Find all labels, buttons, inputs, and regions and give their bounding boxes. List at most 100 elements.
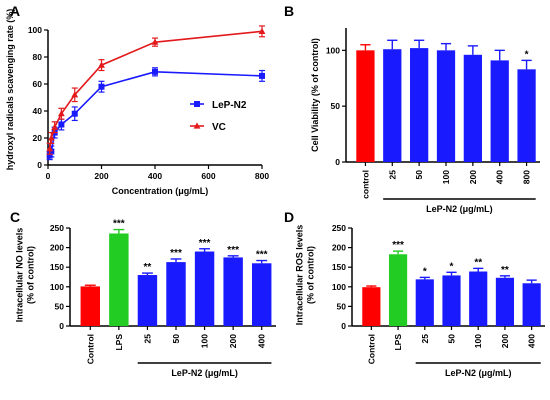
panel-a-y-tick-label: 20 bbox=[33, 133, 43, 143]
panel-c-letter: C bbox=[10, 209, 20, 225]
panel-d-y-tick-label: 250 bbox=[332, 223, 346, 233]
panel-c-bar bbox=[223, 257, 243, 326]
panel-d-bar bbox=[495, 277, 515, 326]
panel-a-x-tick-label: 800 bbox=[255, 171, 269, 181]
panel-d-y-tick-label: 100 bbox=[332, 282, 346, 292]
panel-d-x-tick-label: 400 bbox=[527, 334, 537, 348]
panel-c-significance-mark: *** bbox=[199, 238, 211, 249]
panel-a-data-point bbox=[51, 123, 59, 130]
panel-c-x-tick-label: 200 bbox=[228, 334, 238, 348]
panel-b-x-tick-label: 50 bbox=[414, 170, 424, 180]
panel-d-x-tick-label: LPS bbox=[393, 334, 403, 351]
panel-d-bar bbox=[415, 279, 434, 326]
panel-c-group-label: LeP-N2 (μg/mL) bbox=[171, 368, 238, 378]
panel-b-x-tick-label: 100 bbox=[441, 170, 451, 184]
panel-a-legend-marker bbox=[194, 101, 200, 107]
panel-a-legend-marker bbox=[193, 122, 201, 129]
panel-b-y-tick-label: 100 bbox=[326, 45, 340, 55]
panel-a-x-tick-label: 600 bbox=[201, 171, 215, 181]
panel-d-x-tick-label: Control bbox=[366, 334, 376, 364]
panel-a-y-axis-title-line: hydroxyl radicals scavenging rate (%) bbox=[5, 9, 15, 171]
panel-b-letter: B bbox=[284, 3, 294, 19]
panel-b-x-tick-label: 200 bbox=[468, 170, 478, 184]
panel-d-y-axis-title: Intracellular ROS levels(% of control) bbox=[295, 225, 316, 326]
panel-a-data-point bbox=[46, 152, 53, 159]
panel-a-data-point bbox=[58, 121, 65, 128]
panel-a-data-point bbox=[71, 91, 79, 98]
panel-c-y-tick-label: 200 bbox=[50, 243, 64, 253]
panel-c-x-tick-label: 25 bbox=[142, 334, 152, 344]
panel-d-y-tick-label: 50 bbox=[337, 301, 347, 311]
panel-a-data-point bbox=[98, 61, 105, 68]
panel-a-y-tick-label: 0 bbox=[37, 160, 42, 170]
panel-a-y-tick-label: 100 bbox=[28, 25, 42, 35]
panel-d-bar bbox=[522, 283, 541, 326]
panel-c-significance-mark: *** bbox=[227, 245, 239, 256]
panel-c-y-tick-label: 150 bbox=[50, 262, 64, 272]
panel-c-y-tick-label: 100 bbox=[50, 282, 64, 292]
panel-b: B 0 50 100 control 25 50 100 200 400 * 800 LeP-N2 (μ… bbox=[284, 3, 540, 214]
panel-c-significance-mark: *** bbox=[256, 250, 268, 261]
panel-c-bar bbox=[166, 262, 186, 326]
panel-d-y-tick-label: 0 bbox=[341, 321, 346, 331]
panel-b-x-tick-label: 25 bbox=[387, 170, 397, 180]
panel-a-data-point bbox=[46, 145, 54, 152]
panel-c-y-tick-label: 250 bbox=[50, 223, 64, 233]
panel-c-significance-mark: ** bbox=[144, 262, 152, 273]
panel-b-bar bbox=[490, 60, 509, 163]
panel-a-data-point bbox=[258, 27, 266, 34]
panel-d-y-axis-title-line: Intracellular ROS levels bbox=[295, 225, 305, 326]
panel-c-bar bbox=[194, 251, 215, 326]
panel-a-legend-label: VC bbox=[212, 122, 226, 133]
panel-c-x-tick-label: 50 bbox=[171, 334, 181, 344]
panel-b-x-tick-label: 400 bbox=[495, 170, 505, 184]
panel-a-x-axis-title: Concentration (μg/mL) bbox=[112, 186, 209, 196]
panel-a-data-point bbox=[259, 72, 265, 79]
panel-a-series-line bbox=[48, 30, 263, 149]
panel-a-data-point bbox=[151, 38, 159, 45]
panel-d-bar bbox=[442, 275, 461, 326]
panel-b-y-axis-title: Cell Viability (% of control) bbox=[310, 38, 320, 152]
panel-b-bar bbox=[410, 48, 429, 162]
panel-a-y-tick-label: 80 bbox=[33, 52, 43, 62]
panel-b-bar bbox=[436, 50, 456, 163]
panel-d-significance-mark: ** bbox=[501, 265, 509, 276]
panel-d-significance-mark: * bbox=[423, 266, 427, 277]
panel-c-x-tick-label: 400 bbox=[257, 334, 267, 348]
panel-c-bar bbox=[80, 286, 100, 326]
panel-d-bar bbox=[469, 271, 488, 326]
panel-b-y-tick-label: 0 bbox=[335, 157, 340, 167]
panel-c-bar bbox=[109, 233, 129, 326]
panel-a-data-point bbox=[98, 83, 105, 90]
panel-d-significance-mark: * bbox=[450, 261, 454, 272]
panel-d-x-tick-label: 25 bbox=[420, 334, 430, 344]
panel-b-significance-mark: * bbox=[525, 49, 529, 60]
panel-c-bar bbox=[252, 263, 272, 326]
panel-d-x-tick-label: 50 bbox=[447, 334, 457, 344]
panel-a-data-point bbox=[48, 148, 55, 155]
panel-c-bar bbox=[137, 275, 158, 326]
panel-c-significance-mark: *** bbox=[113, 219, 125, 230]
panel-d-bar bbox=[388, 254, 408, 326]
panel-a: A 0 20 40 60 80 100 0 200 400 600 800 Concentration … bbox=[5, 3, 269, 196]
panel-b-x-tick-label: 800 bbox=[522, 170, 532, 184]
panel-b-x-tick-label: control bbox=[360, 170, 370, 199]
panel-b-y-axis-title-line: Cell Viability (% of control) bbox=[310, 38, 320, 152]
panel-c-significance-mark: *** bbox=[170, 248, 182, 259]
panel-c-y-axis-title: Intracellular NO levels(% of control) bbox=[15, 228, 36, 323]
panel-a-y-axis-title: hydroxyl radicals scavenging rate (%) bbox=[5, 9, 15, 171]
panel-b-y-tick-label: 50 bbox=[331, 101, 341, 111]
panel-a-x-tick-label: 200 bbox=[94, 171, 108, 181]
panel-c-x-tick-label: Control bbox=[85, 334, 95, 364]
panel-a-data-point bbox=[152, 68, 158, 75]
panel-b-bar bbox=[517, 69, 536, 162]
panel-c-y-axis-title-line: (% of control) bbox=[26, 246, 36, 304]
panel-d-x-tick-label: 200 bbox=[500, 334, 510, 348]
panel-a-legend-label: LeP-N2 bbox=[212, 100, 247, 111]
panel-c-y-tick-label: 50 bbox=[55, 301, 65, 311]
panel-d-y-axis-title-line: (% of control) bbox=[306, 246, 316, 304]
panel-a-data-point bbox=[47, 134, 55, 141]
panel-d-letter: D bbox=[284, 209, 294, 225]
panel-c-y-tick-label: 0 bbox=[59, 321, 64, 331]
